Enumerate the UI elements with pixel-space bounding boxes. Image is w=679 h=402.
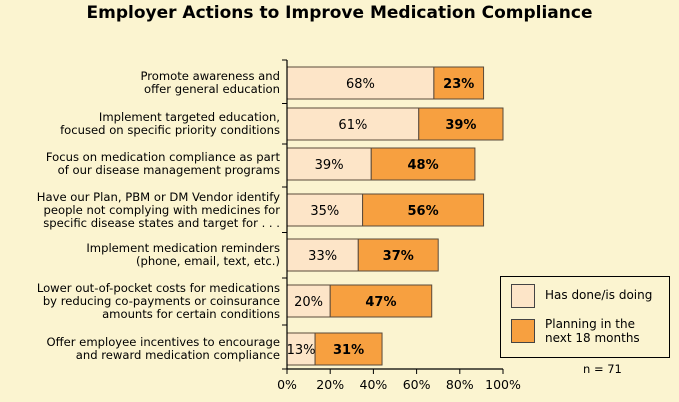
category-label: Focus on medication compliance as part of… — [0, 151, 280, 177]
bar-planning — [357, 238, 439, 272]
data-label-planning: 31% — [333, 343, 364, 358]
category-label: Offer employee incentives to encourage an… — [0, 336, 280, 362]
data-label-planning: 39% — [445, 118, 476, 133]
category-label-line: people not complying with medicines for — [43, 202, 280, 217]
category-label-line: amounts for certain conditions — [102, 306, 280, 321]
category-label: Implement targeted education, focused on … — [0, 111, 280, 137]
legend-swatch-planning — [511, 319, 535, 343]
category-label-line: of our disease management programs — [57, 163, 280, 177]
x-tick-label: 80% — [446, 377, 474, 392]
legend-label-done: Has done/is doing — [545, 288, 653, 302]
bar-planning — [370, 147, 476, 181]
data-label-done: 33% — [308, 249, 337, 264]
category-label-line: offer general education — [144, 82, 280, 96]
bar-planning — [329, 284, 433, 318]
category-label-line: specific disease states and target for .… — [43, 215, 280, 230]
data-label-planning: 23% — [443, 77, 474, 92]
data-label-done: 20% — [294, 295, 323, 310]
x-tick-label: 40% — [360, 377, 388, 392]
legend-label-planning: Planning in the next 18 months — [545, 317, 640, 345]
chart-title: Employer Actions to Improve Medication C… — [86, 3, 593, 23]
sample-size-note: n = 71 — [583, 362, 622, 376]
data-label-planning: 37% — [383, 249, 414, 264]
category-label-line: focused on specific priority conditions — [60, 123, 280, 137]
data-label-done: 13% — [287, 343, 316, 358]
category-label-line: Offer employee incentives to encourage — [46, 335, 280, 349]
bar-done — [286, 107, 420, 141]
data-label-done: 68% — [346, 77, 375, 92]
data-label-done: 35% — [310, 204, 339, 219]
x-tick-label: 0% — [277, 377, 297, 392]
category-label-line: Promote awareness and — [140, 69, 280, 83]
data-label-planning: 56% — [408, 204, 439, 219]
x-tick-label: 60% — [403, 377, 431, 392]
data-label-done: 39% — [315, 158, 344, 173]
bar-planning — [418, 107, 504, 141]
category-label-line: Have our Plan, PBM or DM Vendor identify — [36, 189, 280, 204]
category-label: Have our Plan, PBM or DM Vendor identify… — [0, 189, 280, 230]
bar-planning — [362, 193, 485, 227]
category-label-line: Implement targeted education, — [98, 110, 280, 124]
category-label-line: and reward medication compliance — [75, 348, 280, 362]
category-label: Implement medication reminders (phone, em… — [0, 242, 280, 268]
category-label-line: Implement medication reminders — [86, 241, 280, 255]
legend: Has done/is doing Planning in the next 1… — [500, 276, 670, 358]
legend-swatch-done — [511, 284, 535, 308]
data-label-done: 61% — [338, 118, 367, 133]
data-label-planning: 47% — [365, 295, 396, 310]
category-label-line: (phone, email, text, etc.) — [135, 254, 280, 268]
category-label-line: Lower out-of-pocket costs for medication… — [36, 280, 280, 295]
category-label-line: Focus on medication compliance as part — [45, 150, 280, 164]
bar-planning — [433, 66, 485, 100]
bar-planning — [314, 332, 383, 366]
category-label: Lower out-of-pocket costs for medication… — [0, 280, 280, 321]
x-tick-label: 100% — [485, 377, 521, 392]
bar-done — [286, 238, 359, 272]
category-label: Promote awareness and offer general educa… — [0, 70, 280, 96]
x-tick-label: 20% — [316, 377, 344, 392]
category-label-line: by reducing co-payments or coinsurance — [42, 293, 280, 308]
data-label-planning: 48% — [408, 158, 439, 173]
